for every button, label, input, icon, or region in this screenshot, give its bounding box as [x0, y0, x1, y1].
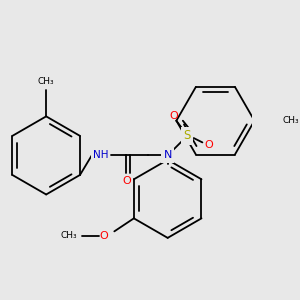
Text: NH: NH [93, 150, 108, 161]
Text: CH₃: CH₃ [61, 231, 77, 240]
Text: O: O [99, 231, 108, 241]
Text: O: O [122, 176, 131, 187]
Text: CH₃: CH₃ [38, 77, 55, 86]
Text: S: S [184, 129, 191, 142]
Text: O: O [205, 140, 213, 150]
Text: CH₃: CH₃ [283, 116, 299, 125]
Text: O: O [170, 111, 178, 122]
Text: N: N [164, 150, 172, 161]
